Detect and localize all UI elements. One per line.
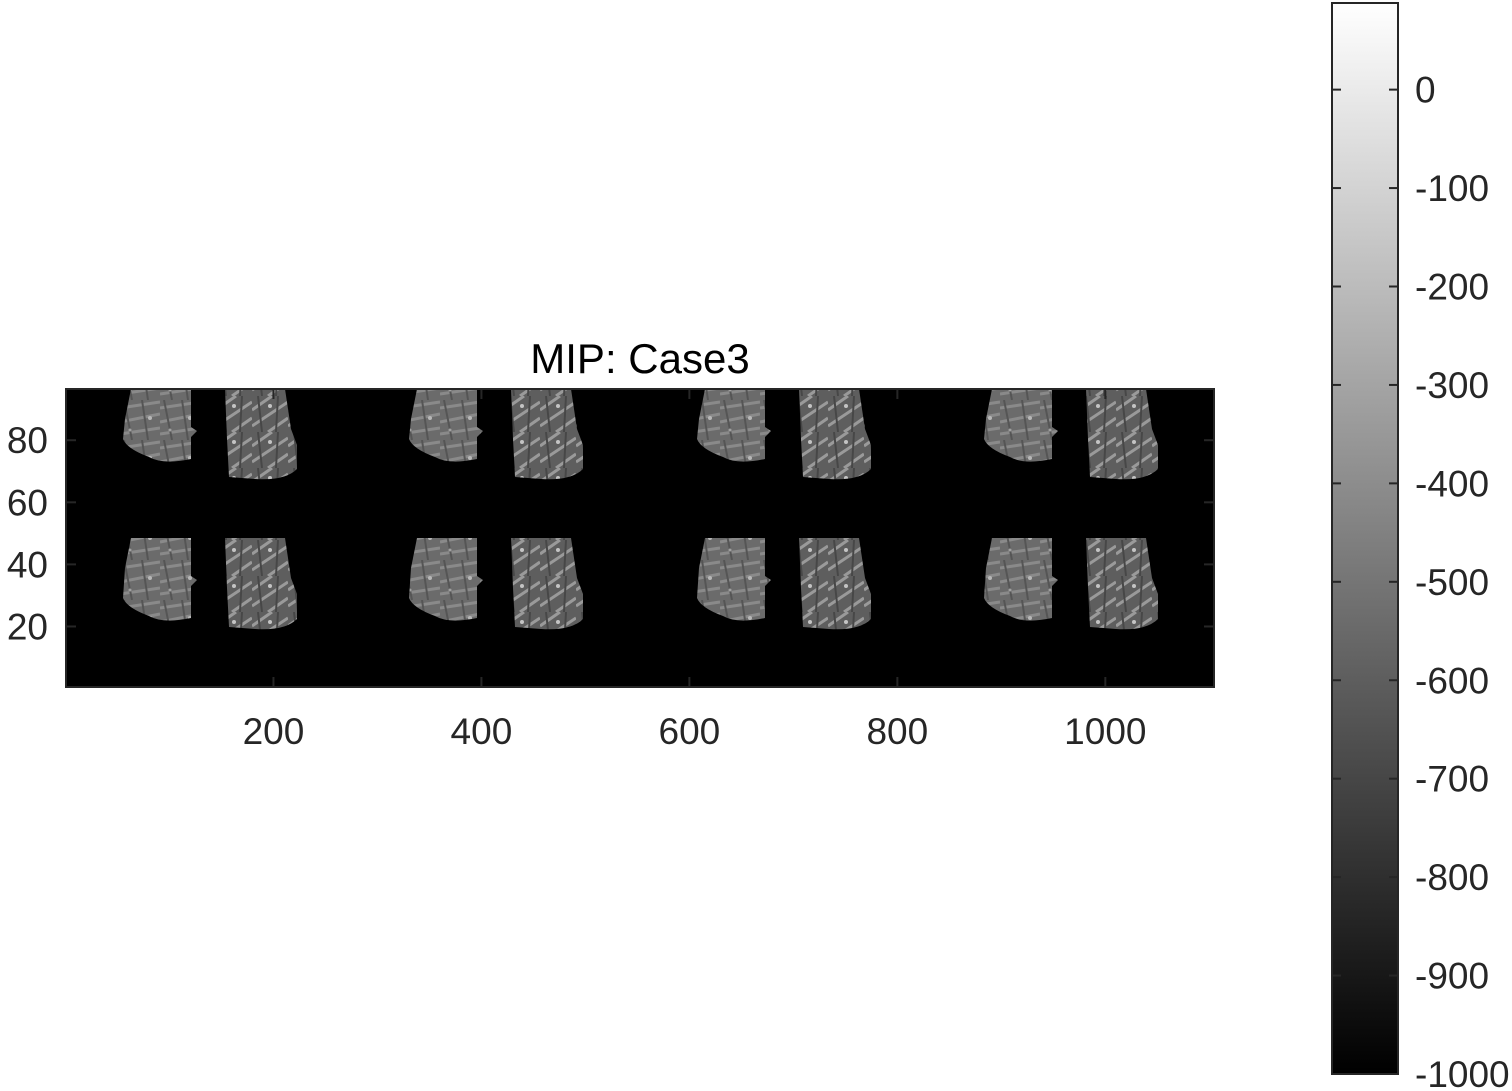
slice-left-region — [409, 389, 483, 462]
colorbar-tick-label: 0 — [1415, 70, 1436, 111]
colorbar-tick-label: -700 — [1415, 759, 1489, 800]
colorbar-gradient — [1332, 3, 1398, 1074]
slice-left-region — [123, 389, 197, 462]
slice-right-region — [225, 538, 297, 630]
y-tick-label: 20 — [7, 606, 48, 647]
slice-right-region — [799, 389, 871, 480]
colorbar-tick-label: -500 — [1415, 562, 1489, 603]
x-tick-label: 1000 — [1064, 711, 1146, 752]
y-tick-label: 40 — [7, 544, 48, 585]
x-tick-label: 800 — [866, 711, 928, 752]
slice-left-region — [123, 538, 197, 621]
x-tick-label: 600 — [659, 711, 721, 752]
colorbar-tick-label: -100 — [1415, 168, 1489, 209]
colorbar-ticks: 0 -100 -200 -300 -400 -500 -600 -700 -800 -900 -10… — [1332, 70, 1510, 1091]
x-axis: 200 400 600 800 1000 — [243, 389, 1146, 752]
slice-left-region — [409, 538, 483, 621]
slice-left-region — [697, 538, 771, 621]
x-tick-label: 400 — [451, 711, 513, 752]
colorbar-tick-label: -300 — [1415, 365, 1489, 406]
axes-box — [65, 388, 1215, 688]
colorbar-tick-label: -800 — [1415, 857, 1489, 898]
slice-right-region — [1086, 389, 1158, 480]
image-tiles — [123, 389, 1158, 630]
slice-right-region — [225, 389, 297, 480]
x-tick-label: 200 — [243, 711, 305, 752]
colorbar-tick-label: -1000 — [1415, 1054, 1510, 1091]
slice-left-region — [697, 389, 771, 462]
chart-title: MIP: Case3 — [530, 335, 749, 382]
slice-right-region — [1086, 538, 1158, 630]
slice-right-region — [511, 538, 583, 630]
image-axes: 200 400 600 800 1000 20 40 60 80 — [7, 388, 1215, 752]
slice-right-region — [799, 538, 871, 630]
slice-left-region — [984, 389, 1058, 462]
colorbar-tick-label: -600 — [1415, 660, 1489, 701]
colorbar-tick-label: -200 — [1415, 267, 1489, 308]
colorbar-box — [1331, 2, 1399, 1075]
y-tick-label: 60 — [7, 482, 48, 523]
colorbar: 0 -100 -200 -300 -400 -500 -600 -700 -800 -900 -10… — [1331, 2, 1510, 1091]
colorbar-tick-label: -400 — [1415, 463, 1489, 504]
slice-right-region — [511, 389, 583, 480]
colorbar-tick-label: -900 — [1415, 956, 1489, 997]
y-axis: 20 40 60 80 — [7, 420, 1214, 647]
y-tick-label: 80 — [7, 420, 48, 461]
slice-left-region — [984, 538, 1058, 621]
